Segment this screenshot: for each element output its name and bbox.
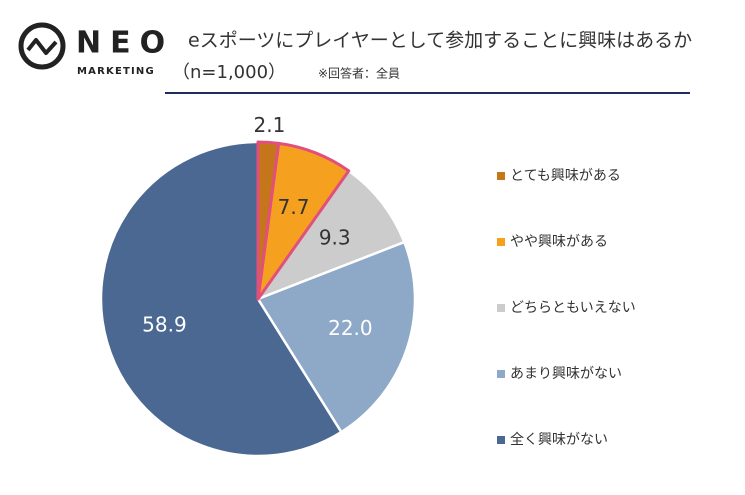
data-label: 22.0 — [328, 316, 373, 340]
slice-highlight — [256, 141, 351, 301]
chart-subtitle: （n=1,000） — [172, 62, 286, 83]
chart-title: eスポーツにプレイヤーとして参加することに興味はあるか — [188, 30, 692, 52]
legend-label: あまり興味がない — [510, 366, 622, 382]
logo-name: NEO — [76, 26, 174, 61]
legend-swatch — [497, 172, 505, 180]
data-label: 7.7 — [278, 195, 310, 219]
logo-zigzag — [26, 38, 58, 55]
legend-swatch — [497, 238, 505, 246]
legend-swatch — [497, 304, 505, 312]
legend-label: やや興味がある — [510, 234, 608, 250]
legend-label: どちらともいえない — [510, 300, 636, 316]
pie-slice — [256, 240, 417, 434]
legend-swatch — [497, 370, 505, 378]
logo: NEO MARKETING — [18, 22, 174, 77]
pie-slice — [99, 140, 344, 458]
legend-swatch — [497, 436, 505, 444]
logo-tagline: MARKETING — [77, 66, 155, 77]
legend-label: とても興味がある — [510, 168, 621, 184]
pie-slice — [254, 169, 406, 302]
data-label: 2.1 — [253, 113, 285, 137]
legend-label: 全く興味がない — [510, 431, 608, 448]
data-label: 9.3 — [319, 226, 351, 250]
logo-mark — [18, 22, 66, 70]
chart-note: ※回答者：全員 — [318, 66, 400, 81]
data-label: 58.9 — [142, 312, 187, 336]
